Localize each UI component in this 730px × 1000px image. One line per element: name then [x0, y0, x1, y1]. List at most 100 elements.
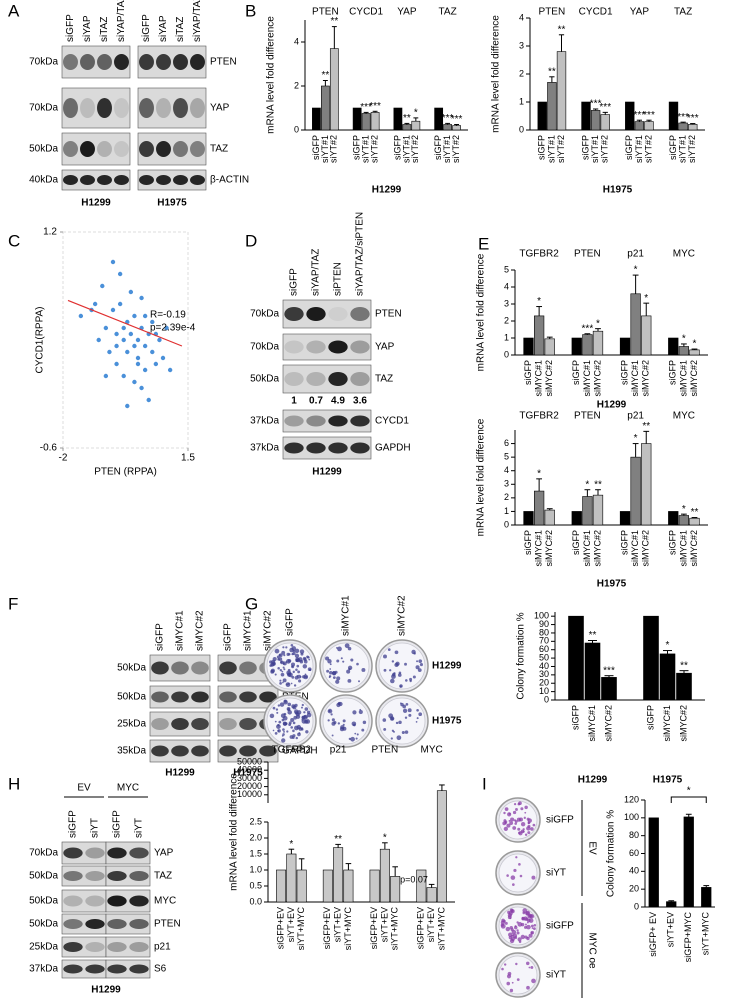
colony: [275, 708, 279, 711]
kda-label: 70kDa: [29, 103, 58, 114]
colony: [336, 659, 340, 663]
colony: [350, 658, 354, 662]
lane-label: siYAP/TAZ/siPTEN: [355, 212, 366, 296]
band: [219, 661, 237, 675]
colony: [531, 978, 536, 984]
colony: [331, 721, 336, 726]
colony: [282, 678, 287, 683]
blot-strip: [282, 436, 372, 460]
blot-strip: [137, 169, 207, 191]
bar: [343, 869, 354, 903]
colony: [290, 717, 295, 723]
y-tick-label: 5: [504, 264, 509, 274]
colony: [361, 728, 365, 732]
band: [173, 175, 188, 185]
colony: [285, 646, 288, 649]
colony: [335, 679, 340, 684]
colony: [507, 812, 512, 817]
bar: [668, 337, 679, 356]
colony: [286, 670, 292, 676]
colony: [527, 831, 531, 835]
bar-label: siMYC#2: [592, 530, 602, 567]
bar: [584, 642, 601, 701]
band: [190, 54, 205, 70]
group-label: PTEN: [372, 745, 399, 756]
plate-column-label: siMYC#2: [397, 595, 408, 636]
colony: [269, 664, 273, 667]
colony: [342, 723, 345, 726]
bar: [630, 293, 641, 356]
bar: [643, 615, 659, 701]
band: [80, 175, 95, 185]
band: [191, 745, 209, 757]
colony: [418, 659, 423, 663]
colony: [269, 713, 275, 719]
bar: [659, 653, 676, 701]
y-tick-label: 2: [504, 492, 509, 502]
protein-label: GAPDH: [282, 746, 318, 757]
colony: [524, 833, 528, 836]
colony: [325, 656, 330, 661]
point: [142, 343, 148, 349]
bar: [688, 124, 698, 131]
colony: [347, 678, 352, 683]
blot-strip: [282, 409, 372, 433]
panel-label: D: [245, 231, 257, 250]
bar: [689, 349, 700, 356]
y-tick-label: -0.6: [40, 443, 58, 454]
significance: *: [537, 468, 541, 479]
significance: *: [289, 839, 293, 850]
y-tick-label: 20: [539, 678, 549, 688]
colony: [301, 718, 307, 724]
point: [150, 319, 155, 325]
band: [171, 661, 189, 675]
colony: [503, 919, 506, 923]
colony: [527, 824, 531, 828]
colony: [390, 737, 393, 740]
bar-label: siYT#2: [369, 135, 379, 163]
point: [125, 349, 130, 355]
colony: [342, 726, 347, 731]
colony: [283, 730, 285, 733]
point: [142, 367, 148, 373]
bar-label: siYT+EV: [379, 907, 389, 942]
colony: [508, 819, 511, 822]
point: [132, 313, 137, 319]
point: [135, 337, 141, 343]
protein-label: CYCD1: [375, 416, 409, 427]
bar: [678, 515, 689, 526]
blot-strip: [282, 333, 372, 361]
colony: [271, 659, 276, 664]
colony: [346, 669, 351, 674]
colony: [303, 659, 308, 664]
y-axis-label: mRNA level fold difference: [491, 15, 502, 133]
bar-label: siMYC#2: [544, 360, 554, 397]
band: [114, 141, 129, 157]
colony: [513, 803, 517, 806]
band: [173, 54, 188, 70]
plate-label: siYT: [546, 868, 566, 879]
y-tick-label: 70: [539, 636, 549, 646]
band: [284, 340, 304, 354]
band: [190, 175, 205, 185]
plate-label: siGFP: [546, 921, 574, 932]
chart-title: H1975: [603, 185, 633, 196]
colony: [337, 701, 341, 705]
bar: [619, 511, 631, 526]
bar-label: siGFP: [523, 360, 533, 385]
bar-label: siYT#1: [546, 135, 556, 163]
colony: [300, 706, 303, 709]
significance: ***: [369, 101, 381, 112]
lane-label: siYAP/TAZ: [116, 0, 127, 42]
colony: [280, 672, 285, 677]
point: [142, 313, 148, 319]
lane-label: siTAZ: [99, 17, 110, 42]
colony: [517, 827, 521, 831]
x-tick-label: 1.5: [181, 453, 195, 464]
bar: [370, 112, 380, 131]
y-tick-label: 90: [539, 619, 549, 629]
annotation: *: [687, 786, 691, 797]
colony: [274, 732, 278, 735]
lane-label: siGFP: [289, 268, 300, 296]
bar-label: siYT#2: [451, 135, 461, 163]
